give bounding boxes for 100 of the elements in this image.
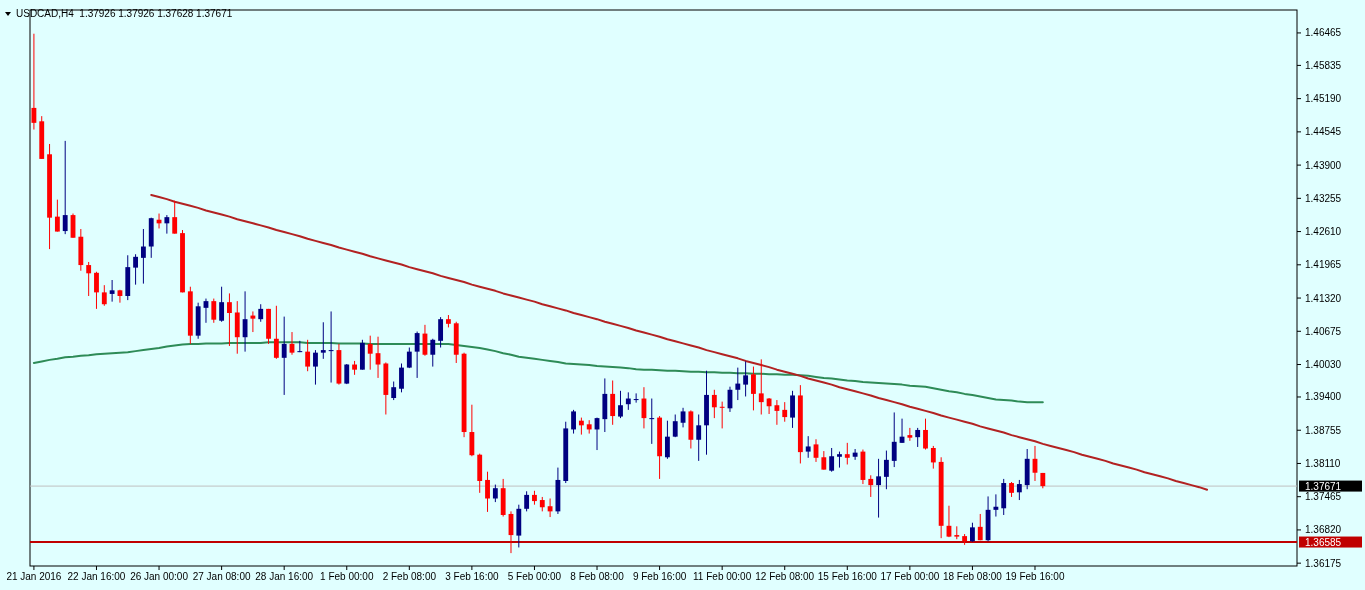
x-tick-label: 12 Feb 08:00 bbox=[755, 571, 815, 582]
candlestick bbox=[610, 379, 616, 426]
candlestick bbox=[547, 498, 553, 518]
candlestick bbox=[633, 392, 639, 404]
x-tick-label: 11 Feb 00:00 bbox=[693, 571, 752, 582]
y-tick-label: 1.45835 bbox=[1305, 59, 1342, 71]
candlestick bbox=[62, 140, 68, 235]
y-tick-label: 1.43255 bbox=[1305, 192, 1342, 204]
candlestick bbox=[844, 442, 850, 465]
candlestick bbox=[751, 366, 756, 411]
candlestick bbox=[664, 420, 670, 460]
ref-line-label: 1.37671 bbox=[1305, 480, 1342, 492]
candlestick bbox=[993, 493, 999, 518]
candlestick bbox=[782, 401, 788, 423]
y-tick-label: 1.36820 bbox=[1305, 524, 1342, 536]
candlestick bbox=[970, 522, 975, 543]
candlestick bbox=[571, 409, 576, 435]
candlestick bbox=[696, 414, 702, 462]
y-tick-label: 1.39400 bbox=[1305, 391, 1342, 403]
candlestick bbox=[54, 199, 60, 233]
y-tick-label: 1.46465 bbox=[1305, 27, 1342, 39]
x-tick-label: 1 Feb 00:00 bbox=[320, 571, 374, 582]
candlestick bbox=[109, 279, 115, 303]
x-tick-label: 3 Feb 16:00 bbox=[445, 571, 500, 582]
ref-line-label: 1.36585 bbox=[1305, 536, 1342, 548]
candlestick bbox=[883, 450, 889, 490]
candlestick bbox=[133, 253, 139, 286]
y-tick-label: 1.41320 bbox=[1305, 292, 1342, 304]
x-tick-label: 9 Feb 16:00 bbox=[632, 571, 687, 582]
candlestick bbox=[164, 214, 170, 235]
candlestick bbox=[391, 381, 397, 401]
candlestick bbox=[930, 445, 936, 470]
y-tick-label: 1.38110 bbox=[1305, 457, 1341, 469]
y-tick-label: 1.41965 bbox=[1305, 259, 1342, 271]
candlestick bbox=[618, 390, 623, 419]
x-tick-label: 8 Feb 08:00 bbox=[570, 571, 625, 582]
candlestick bbox=[766, 397, 772, 415]
candlestick bbox=[313, 349, 318, 386]
x-tick-label: 26 Jan 00:00 bbox=[130, 571, 189, 582]
candlestick bbox=[242, 290, 248, 353]
y-tick-label: 1.45190 bbox=[1305, 93, 1342, 105]
y-tick-label: 1.40030 bbox=[1305, 359, 1342, 371]
candlestick bbox=[414, 331, 420, 379]
candlestick bbox=[915, 427, 921, 448]
candlestick bbox=[758, 358, 764, 415]
candlestick bbox=[86, 261, 92, 297]
candlestick bbox=[868, 474, 874, 498]
candlestick bbox=[829, 447, 835, 473]
candlestick bbox=[101, 284, 107, 307]
candlestick bbox=[94, 271, 99, 310]
candlestick bbox=[907, 427, 913, 442]
candlestick bbox=[524, 490, 530, 512]
candlestick bbox=[211, 298, 217, 324]
candlestick bbox=[172, 200, 178, 235]
candlestick bbox=[399, 362, 404, 393]
candlestick bbox=[328, 310, 334, 384]
candlestick bbox=[250, 310, 256, 333]
candlestick bbox=[140, 228, 146, 285]
candlestick bbox=[977, 513, 983, 541]
candlestick bbox=[649, 398, 655, 445]
y-tick-label: 1.42610 bbox=[1305, 226, 1342, 238]
candlestick bbox=[805, 435, 811, 459]
x-tick-label: 19 Feb 16:00 bbox=[1005, 571, 1065, 582]
candlestick bbox=[735, 367, 741, 401]
y-tick-label: 1.43900 bbox=[1305, 159, 1342, 171]
candlestick bbox=[821, 450, 827, 471]
x-tick-label: 27 Jan 08:00 bbox=[192, 571, 251, 582]
candlestick bbox=[227, 292, 232, 347]
x-tick-label: 17 Feb 00:00 bbox=[880, 571, 940, 582]
candlestick bbox=[923, 418, 928, 451]
y-tick-label: 1.38755 bbox=[1305, 424, 1342, 436]
candlestick bbox=[485, 471, 490, 513]
x-tick-label: 18 Feb 08:00 bbox=[942, 571, 1003, 582]
candlestick bbox=[320, 321, 326, 360]
line-series bbox=[150, 193, 1209, 491]
y-tick-label: 1.44545 bbox=[1305, 126, 1342, 138]
y-tick-label: 1.37465 bbox=[1305, 491, 1342, 503]
x-tick-label: 5 Feb 00:00 bbox=[507, 571, 562, 582]
candlestick bbox=[31, 33, 37, 131]
candlestick bbox=[852, 448, 858, 461]
candlestick bbox=[719, 401, 725, 429]
candlestick bbox=[430, 338, 436, 368]
candlestick bbox=[774, 399, 780, 426]
candlestick bbox=[281, 316, 287, 396]
x-tick-label: 2 Feb 08:00 bbox=[382, 571, 437, 582]
candlestick bbox=[438, 316, 444, 349]
candlestick bbox=[469, 404, 475, 457]
x-tick-label: 15 Feb 16:00 bbox=[817, 571, 878, 582]
candlestick bbox=[1016, 479, 1022, 501]
candlestick bbox=[790, 390, 795, 429]
candlestick bbox=[891, 411, 897, 468]
y-tick-label: 1.36175 bbox=[1305, 557, 1342, 569]
candlestick bbox=[297, 340, 303, 353]
x-tick-label: 21 Jan 2016 bbox=[6, 571, 62, 582]
candlestick bbox=[305, 339, 311, 372]
y-tick-label: 1.40675 bbox=[1305, 325, 1342, 337]
candlestick bbox=[876, 458, 881, 519]
candlestick bbox=[219, 286, 225, 323]
candlestick bbox=[273, 305, 279, 360]
candlestick bbox=[711, 389, 717, 419]
